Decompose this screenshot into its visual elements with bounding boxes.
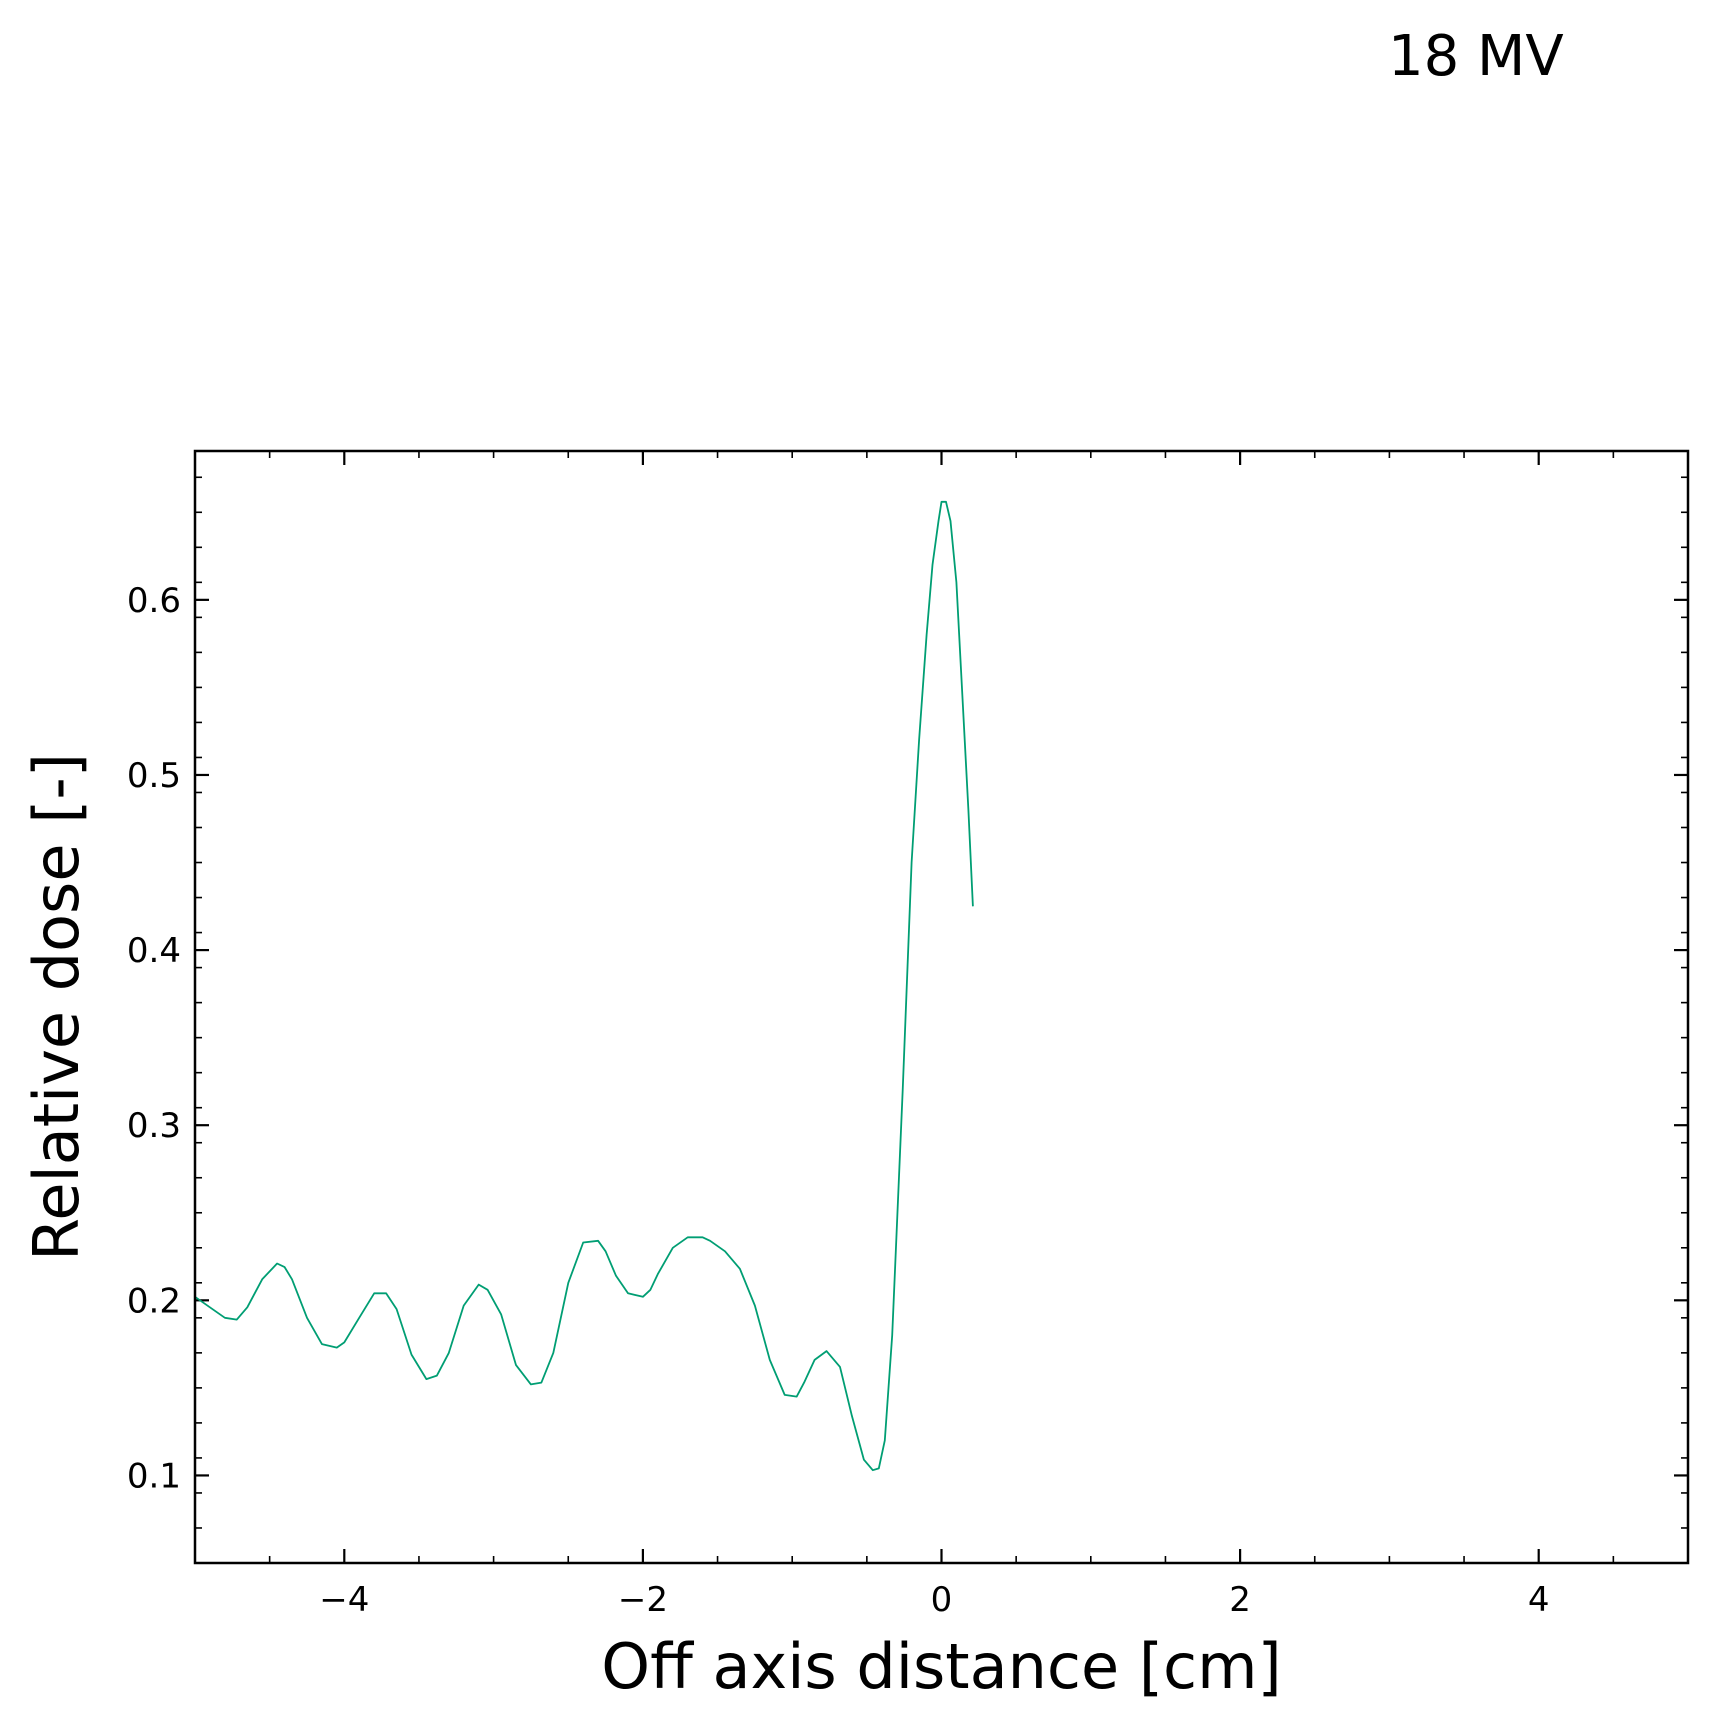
- y-axis-label: Relative dose [-]: [20, 753, 93, 1261]
- y-tick-label: 0.1: [127, 1456, 181, 1496]
- y-tick-label: 0.3: [127, 1106, 181, 1146]
- x-tick-label: 0: [931, 1580, 953, 1620]
- series-line-18mv: [194, 500, 974, 1472]
- y-tick-label: 0.6: [127, 581, 181, 621]
- x-tick-label: 4: [1528, 1580, 1550, 1620]
- x-axis-label: Off axis distance [cm]: [601, 1630, 1281, 1703]
- plot-series-group: [194, 500, 974, 1472]
- x-tick-label: −4: [319, 1580, 369, 1620]
- x-tick-label: 2: [1229, 1580, 1251, 1620]
- y-tick-label: 0.5: [127, 756, 181, 796]
- x-tick-labels: −4 −2 0 2 4: [319, 1580, 1549, 1620]
- major-ticks: [195, 451, 1688, 1563]
- x-tick-label: −2: [618, 1580, 668, 1620]
- energy-annotation: 18 MV: [1388, 24, 1564, 89]
- y-tick-label: 0.4: [127, 931, 181, 971]
- y-tick-labels: 0.1 0.2 0.3 0.4 0.5 0.6: [127, 581, 181, 1497]
- y-tick-label: 0.2: [127, 1281, 181, 1321]
- plot-frame: [193, 449, 1690, 1565]
